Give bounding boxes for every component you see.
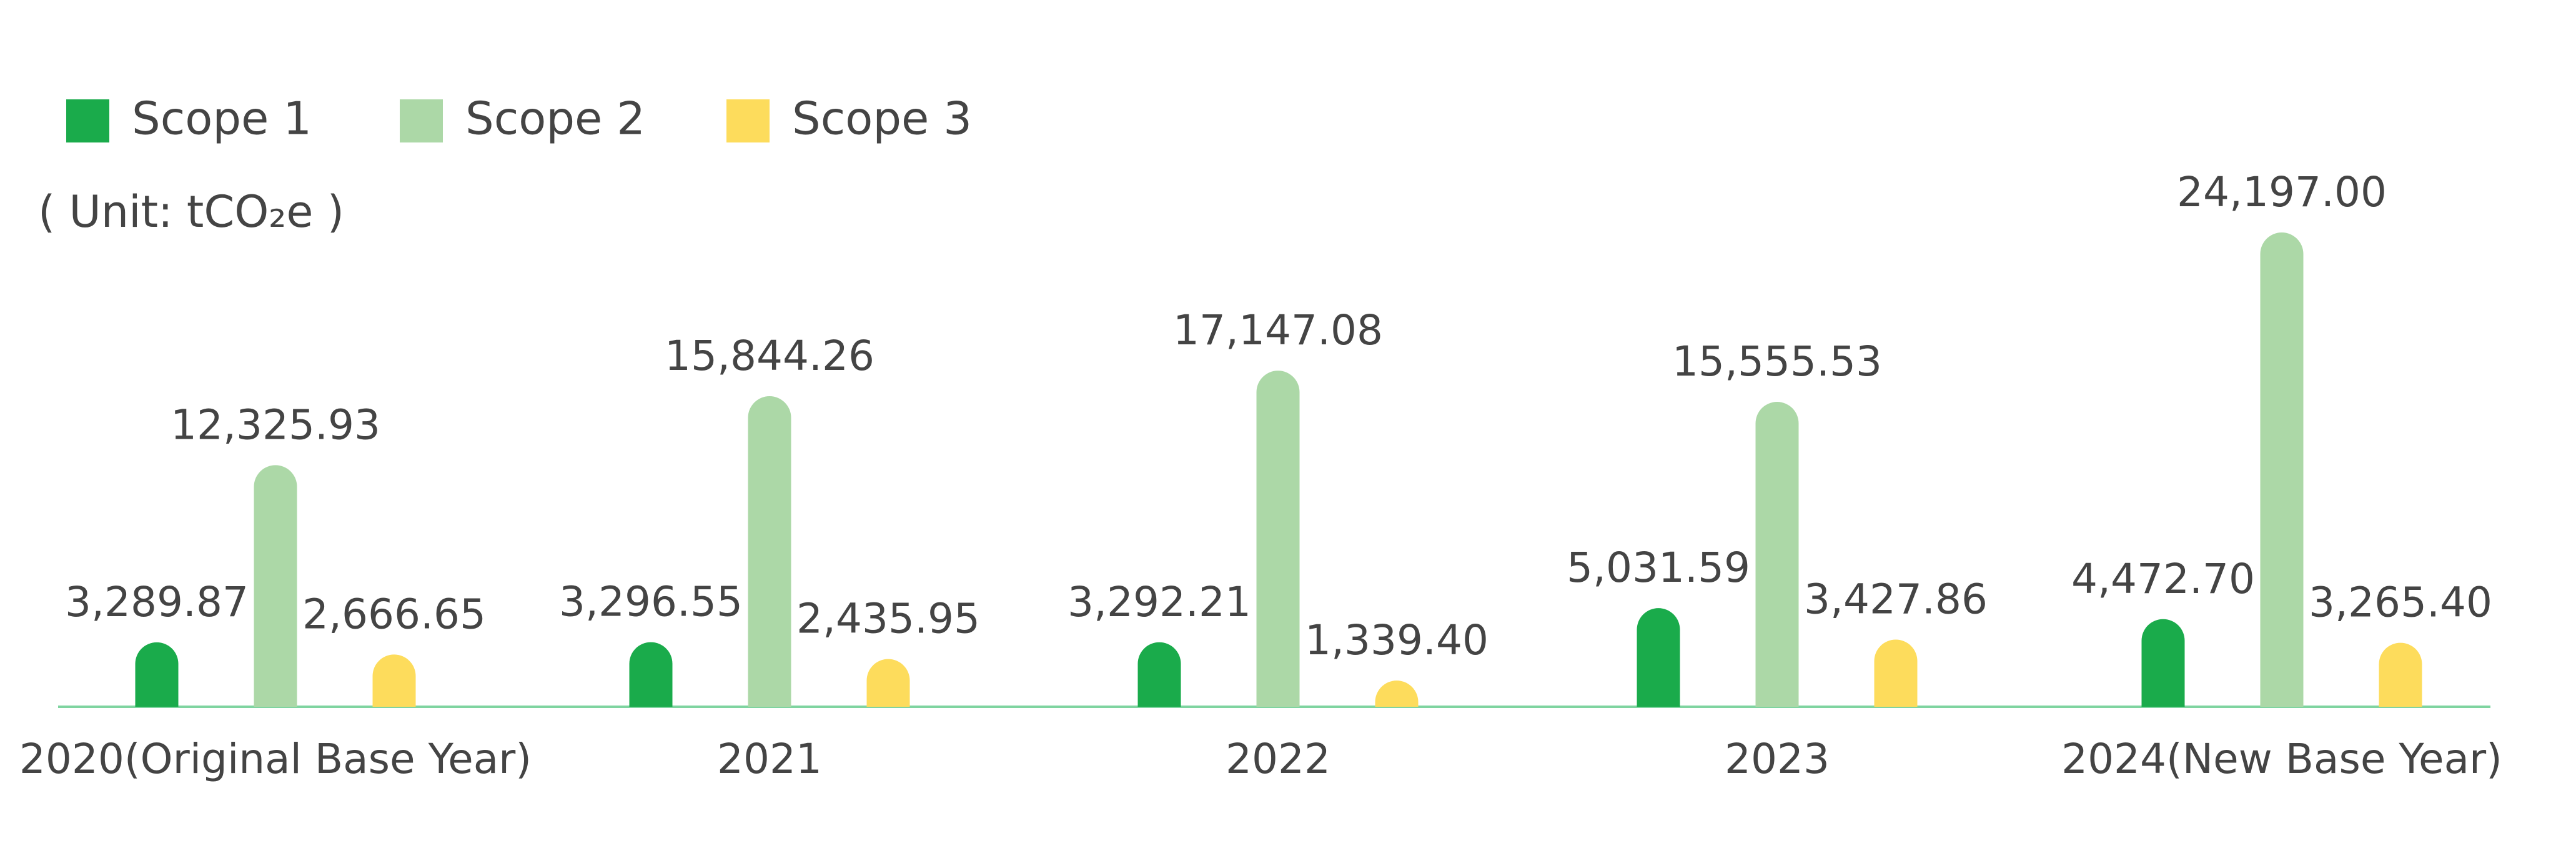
bar: [866, 659, 910, 707]
bar: [629, 642, 673, 707]
bar: [2141, 619, 2185, 707]
data-label: 17,147.08: [1173, 306, 1383, 354]
bar: [1137, 642, 1181, 707]
x-tick-label: 2022: [1226, 735, 1330, 783]
data-label: 3,289.87: [65, 578, 249, 626]
x-tick-label: 2023: [1725, 735, 1830, 783]
data-label: 2,435.95: [796, 595, 980, 643]
data-label: 24,197.00: [2177, 168, 2387, 216]
bar: [254, 465, 297, 707]
legend-swatch: [66, 99, 109, 142]
x-tick-label: 2021: [717, 735, 822, 783]
legend-label: Scope 3: [792, 92, 972, 145]
bar: [1755, 402, 1799, 707]
data-label: 3,265.40: [2309, 579, 2492, 627]
bar: [2379, 642, 2422, 707]
legend-label: Scope 2: [465, 92, 645, 145]
bar: [1874, 639, 1918, 707]
x-tick-label: 2024(New Base Year): [2061, 735, 2502, 783]
data-label: 15,844.26: [665, 332, 874, 380]
bar: [135, 642, 179, 707]
data-label: 1,339.40: [1305, 616, 1489, 664]
bar: [2260, 232, 2304, 707]
legend-swatch: [726, 99, 770, 142]
bar: [1256, 371, 1300, 707]
bar: [748, 396, 791, 707]
data-label: 3,296.55: [559, 578, 743, 626]
legend-swatch: [400, 99, 443, 142]
unit-label: ( Unit: tCO₂e ): [38, 186, 344, 237]
legend-label: Scope 1: [132, 92, 312, 145]
bar: [1375, 681, 1419, 707]
data-label: 3,427.86: [1804, 576, 1988, 624]
data-label: 5,031.59: [1567, 544, 1750, 592]
data-label: 2,666.65: [302, 590, 486, 638]
data-label: 12,325.93: [171, 401, 380, 449]
bar: [372, 654, 416, 707]
data-label: 4,472.70: [2071, 555, 2255, 603]
data-label: 3,292.21: [1068, 578, 1251, 626]
x-tick-label: 2020(Original Base Year): [19, 735, 532, 783]
data-label: 15,555.53: [1672, 337, 1882, 386]
bar: [1637, 608, 1680, 707]
